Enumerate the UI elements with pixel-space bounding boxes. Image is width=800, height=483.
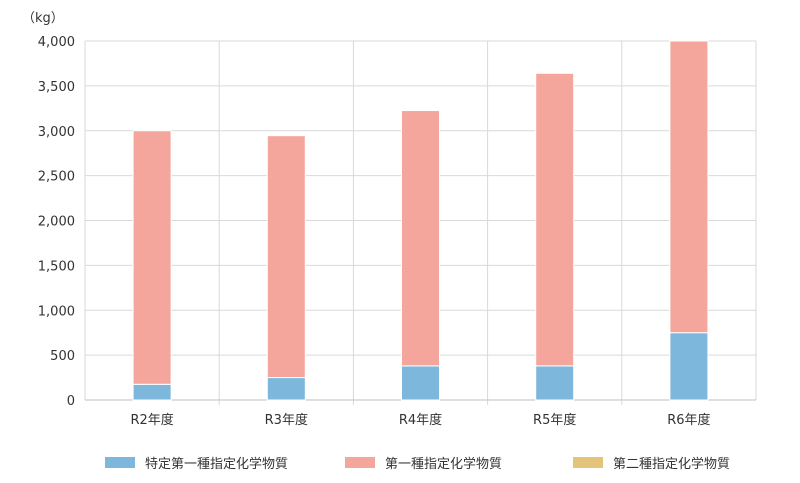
bar-segment-1-4 (669, 40, 709, 334)
bar-segment-0-4 (669, 332, 709, 401)
x-tick-label: R4年度 (399, 412, 442, 428)
legend: 特定第一種指定化学物質 第一種指定化学物質 第二種指定化学物質 (0, 452, 800, 476)
y-tick-label: 3,500 (38, 80, 75, 95)
y-tick-label: 0 (67, 394, 75, 409)
x-axis-tick-labels: R2年度 R3年度 R4年度 R5年度 R6年度 (130, 412, 710, 428)
stacked-bar-chart: （kg） 0 500 1,000 1,500 2,000 2,500 3,000 3,500 4… (22, 11, 757, 428)
x-tick-label: R2年度 (130, 412, 173, 428)
y-tick-label: 3,000 (38, 125, 75, 140)
bar-segment-1-0 (132, 130, 172, 385)
bar-segment-1-2 (401, 110, 440, 367)
y-tick-label: 1,500 (38, 259, 75, 274)
bars (132, 40, 709, 401)
bar-segment-1-3 (535, 72, 575, 367)
y-tick-label: 2,000 (38, 215, 75, 230)
bar-segment-0-1 (266, 377, 306, 401)
bar-segment-1-1 (266, 135, 306, 379)
y-tick-label: 1,000 (38, 304, 75, 319)
legend-item-0: 特定第一種指定化学物質 (105, 452, 288, 472)
y-axis-unit-label: （kg） (22, 11, 64, 26)
y-tick-label: 4,000 (38, 35, 75, 50)
y-tick-label: 2,500 (38, 170, 75, 185)
legend-swatch (105, 456, 135, 468)
legend-label: 特定第一種指定化学物質 (145, 456, 289, 472)
bar-segment-0-2 (401, 365, 440, 401)
legend-label: 第一種指定化学物質 (385, 456, 503, 472)
legend-item-1: 第一種指定化学物質 (345, 452, 502, 472)
bar-segment-0-3 (535, 365, 575, 401)
y-tick-label: 500 (50, 349, 75, 364)
legend-item-2: 第二種指定化学物質 (573, 452, 730, 472)
x-tick-label: R6年度 (667, 412, 710, 428)
legend-label: 第二種指定化学物質 (613, 456, 731, 472)
legend-swatch (573, 456, 603, 468)
y-axis-tick-labels: 0 500 1,000 1,500 2,000 2,500 3,000 3,500 4,000 (38, 35, 75, 409)
x-tick-label: R3年度 (265, 412, 308, 428)
bar-segment-0-0 (132, 383, 172, 401)
legend-swatch (345, 456, 375, 468)
x-tick-label: R5年度 (533, 412, 576, 428)
